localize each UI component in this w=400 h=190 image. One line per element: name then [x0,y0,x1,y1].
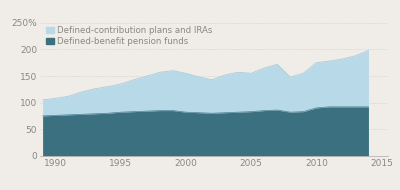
Legend: Defined-contribution plans and IRAs, Defined-benefit pension funds: Defined-contribution plans and IRAs, Def… [44,25,214,48]
